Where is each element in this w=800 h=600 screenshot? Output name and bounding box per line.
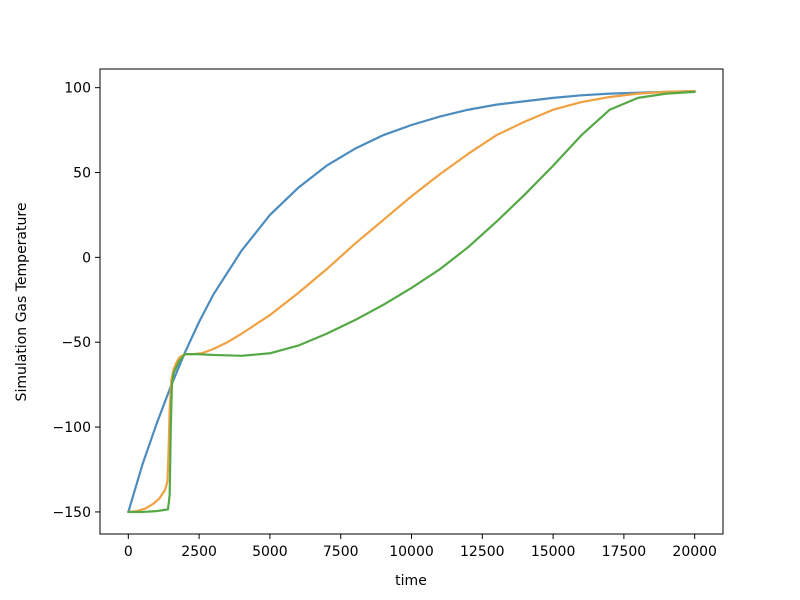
x-tick-label: 10000 xyxy=(389,544,434,560)
y-axis-label: Simulation Gas Temperature xyxy=(14,203,30,402)
series-line-2 xyxy=(127,89,696,514)
y-tick-label: −150 xyxy=(53,505,91,521)
x-axis-ticks: 0 2500 5000 7500 10000 12500 15000 17500 20000 xyxy=(124,534,717,560)
x-tick-label: 15000 xyxy=(531,544,576,560)
series-line-3 xyxy=(127,90,696,514)
y-tick-label: −100 xyxy=(53,420,91,436)
y-tick-label: 100 xyxy=(64,81,91,97)
x-tick-label: 7500 xyxy=(323,544,359,560)
x-axis-label: time xyxy=(395,573,427,589)
y-tick-label: −50 xyxy=(61,335,91,351)
x-tick-label: 0 xyxy=(124,544,133,560)
x-tick-label: 12500 xyxy=(460,544,505,560)
x-tick-label: 2500 xyxy=(181,544,217,560)
series-layer xyxy=(127,89,696,514)
y-tick-label: 0 xyxy=(82,250,91,266)
x-tick-label: 5000 xyxy=(252,544,288,560)
x-tick-label: 20000 xyxy=(672,544,717,560)
x-tick-label: 17500 xyxy=(602,544,647,560)
y-tick-label: 50 xyxy=(73,166,91,182)
y-axis-ticks: −150 −100 −50 0 50 100 xyxy=(53,81,100,521)
